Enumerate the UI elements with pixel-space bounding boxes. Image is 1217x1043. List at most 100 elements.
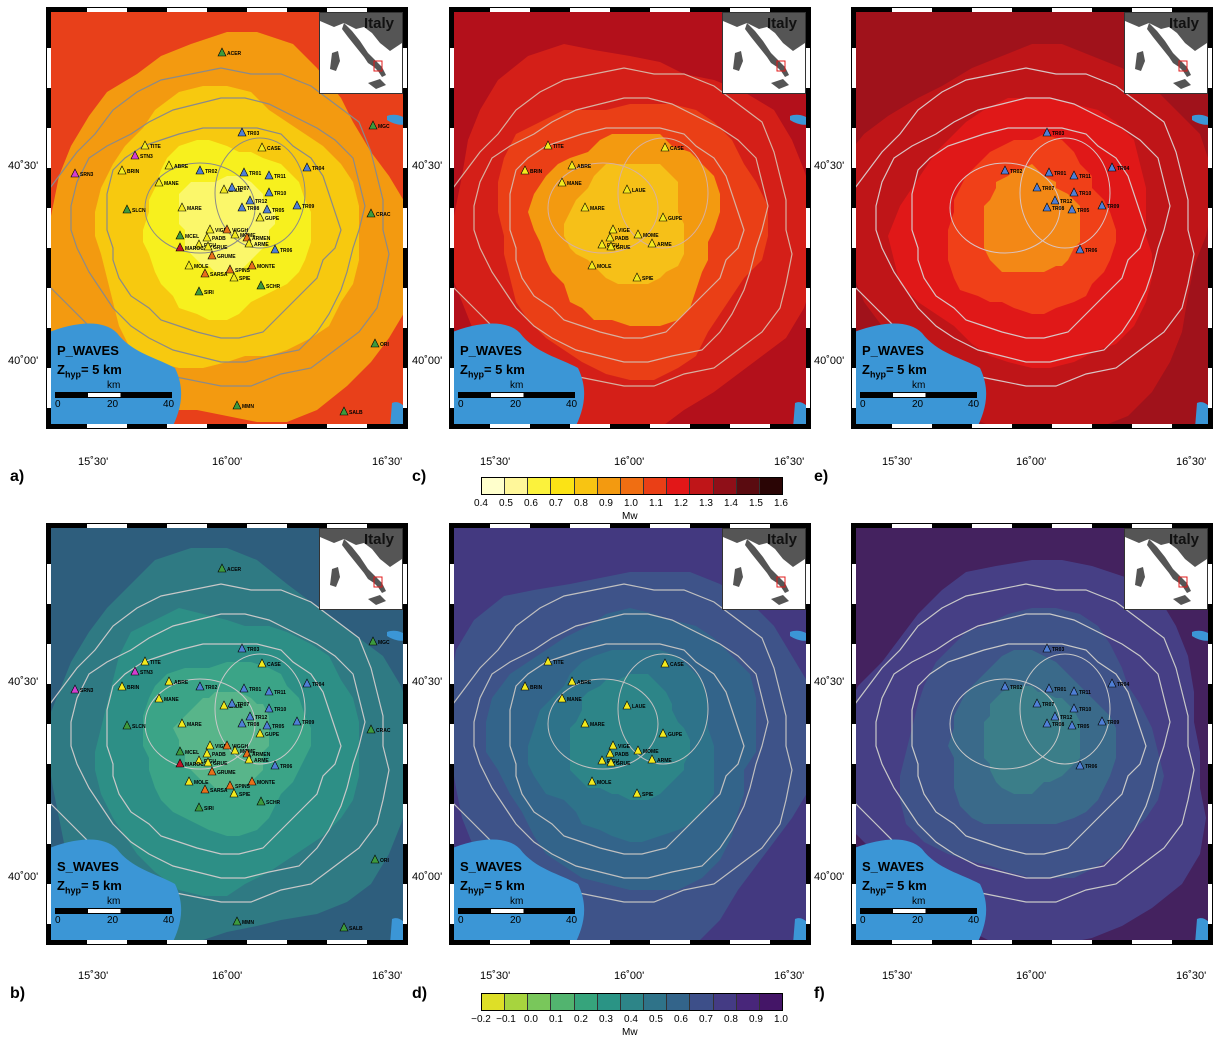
station-tr07: TR07 <box>1032 182 1054 192</box>
station-brin: BRIN <box>117 681 140 691</box>
station-tite: TITE <box>543 656 564 666</box>
colorbar-tick: 1.4 <box>724 498 738 509</box>
lon-label: 16˚00' <box>614 970 645 982</box>
panel-letter-c: c) <box>412 468 427 485</box>
lon-label: 15˚30' <box>78 456 109 468</box>
station-tr04: TR04 <box>302 678 324 688</box>
lat-label: 40˚00' <box>8 871 39 883</box>
station-mmn: MMN <box>232 400 254 410</box>
colorbar-cell <box>644 478 668 494</box>
colorbar-tick: 0.8 <box>574 498 588 509</box>
station-srn3: SRN3 <box>70 168 94 178</box>
station-code: VIGGH <box>232 744 249 750</box>
station-tr03: TR03 <box>237 643 259 653</box>
scale-tick: 20 <box>912 915 924 926</box>
station-code: TR01 <box>249 171 261 177</box>
map-frame <box>852 8 1212 12</box>
station-code: TR12 <box>255 199 267 205</box>
isoline <box>450 583 793 903</box>
station-code: ORI <box>380 858 390 864</box>
isoline <box>450 67 793 387</box>
isoline <box>144 678 256 770</box>
map-panel-f: TR03 TR02 TR01 TR11 TR04 TR07 TR10 TR12 TR08 TR05… <box>851 523 1213 945</box>
colorbar-s-waves <box>481 993 783 1011</box>
station-gupe: GUPE <box>658 728 683 738</box>
isoline <box>70 97 366 363</box>
colorbar-cell <box>528 478 552 494</box>
station-laue: LAUE <box>622 700 646 710</box>
station-mole: MOLE <box>587 776 612 786</box>
colorbar-cell <box>713 478 737 494</box>
lat-label: 40˚30' <box>412 160 443 172</box>
station-code: VIGGH <box>232 228 249 234</box>
station-tr05: TR05 <box>262 720 284 730</box>
station-mane: MANE <box>154 177 179 187</box>
station-spins: SPINS <box>225 264 251 274</box>
hypocenter-depth-label: Zhyp= 5 km <box>460 878 525 896</box>
station-code: ABRE <box>174 164 189 170</box>
italy-outline-icon <box>1125 13 1207 93</box>
station-mcel: MCEL <box>175 746 199 756</box>
station-code: TR01 <box>1054 687 1066 693</box>
station-brin: BRIN <box>117 165 140 175</box>
station-slcn: SLCN <box>122 204 146 214</box>
station-tr09: TR09 <box>1097 716 1119 726</box>
station-code: TR04 <box>312 682 324 688</box>
isoline <box>617 137 709 249</box>
map-frame <box>450 8 454 428</box>
lon-label: 15˚30' <box>882 970 913 982</box>
station-schr: SCHR <box>256 796 281 806</box>
italy-inset-map: Italy <box>722 528 806 610</box>
lon-label: 16˚00' <box>1016 456 1047 468</box>
lon-label: 16˚30' <box>372 456 403 468</box>
station-arme: ARME <box>647 754 672 764</box>
colorbar-tick: 0.2 <box>574 1014 588 1025</box>
station-tr12: TR12 <box>245 195 267 205</box>
station-code: CRAC <box>376 212 391 218</box>
map-frame <box>450 524 810 528</box>
colorbar-cell <box>644 994 668 1010</box>
station-abre: ABRE <box>164 676 189 686</box>
isoline <box>875 97 1171 363</box>
station-code: PADB <box>212 752 226 758</box>
station-tr04: TR04 <box>1107 678 1129 688</box>
station-code: TR02 <box>205 169 217 175</box>
station-siri: SIRI <box>194 802 214 812</box>
station-schr: SCHR <box>256 280 281 290</box>
lon-label: 16˚00' <box>1016 970 1047 982</box>
station-code: MARE <box>590 206 605 212</box>
italy-inset-map: Italy <box>319 528 403 610</box>
station-code: SLCN <box>132 724 146 730</box>
colorbar-cell <box>759 478 783 494</box>
scale-bar <box>55 392 172 398</box>
station-gupe: GUPE <box>255 728 280 738</box>
inset-label: Italy <box>766 531 797 548</box>
colorbar-cell <box>551 994 575 1010</box>
map-panel-d: TITE BRIN ABRE MANE CASE LAUE MARE GUPE VIGE MOME… <box>449 523 811 945</box>
map-frame <box>47 424 407 428</box>
station-code: TR02 <box>1010 169 1022 175</box>
station-code: ARME <box>254 758 269 764</box>
station-code: ABRE <box>577 164 592 170</box>
scale-tick: 0 <box>55 915 61 926</box>
lon-label: 15˚30' <box>882 456 913 468</box>
italy-inset-map: Italy <box>1124 528 1208 610</box>
sea-gulf <box>852 323 987 428</box>
colorbar-cell <box>597 994 621 1010</box>
isoline <box>509 127 745 339</box>
station-code: TR09 <box>1107 720 1119 726</box>
station-tr01: TR01 <box>1044 683 1066 693</box>
station-acer: ACER <box>217 563 242 573</box>
station-case: CASE <box>257 142 282 152</box>
isoline <box>852 67 1195 387</box>
station-viggh: VIGGH <box>222 224 249 234</box>
italy-inset-map: Italy <box>1124 12 1208 94</box>
station-padb: PADB <box>605 232 629 242</box>
scale-tick: 20 <box>912 399 924 410</box>
station-code: TR01 <box>249 687 261 693</box>
station-code: MOME <box>643 749 659 755</box>
station-code: TR04 <box>1117 682 1129 688</box>
station-tr03: TR03 <box>1042 127 1064 137</box>
station-code: TR03 <box>247 647 259 653</box>
station-code: ARME <box>254 242 269 248</box>
